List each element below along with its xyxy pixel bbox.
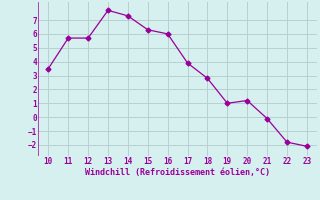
X-axis label: Windchill (Refroidissement éolien,°C): Windchill (Refroidissement éolien,°C): [85, 168, 270, 177]
